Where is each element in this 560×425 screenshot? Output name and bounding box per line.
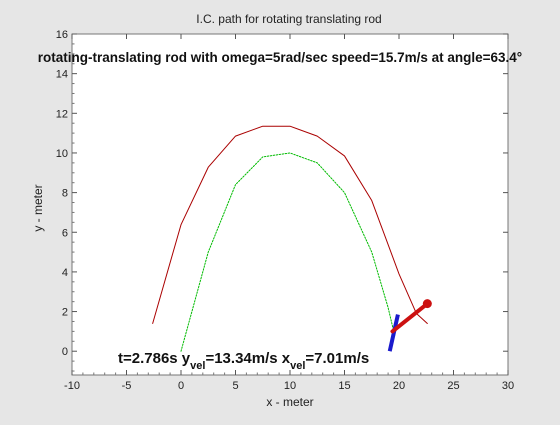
x-tick-label: 10 bbox=[284, 380, 296, 392]
rod bbox=[390, 301, 430, 334]
x-tick-label: 20 bbox=[393, 380, 405, 392]
annotation-xvel-value: =7.01m/s bbox=[305, 350, 369, 367]
chart-title: I.C. path for rotating translating rod bbox=[196, 12, 381, 26]
x-tick-label: -5 bbox=[122, 380, 132, 392]
motion-annotation: t=2.786s yvel=13.34m/s xvel=7.01m/s bbox=[118, 350, 369, 372]
y-tick-label: 6 bbox=[62, 227, 68, 239]
x-tick-label: 25 bbox=[447, 380, 459, 392]
annotation-yvel-subscript: vel bbox=[190, 360, 205, 372]
rod-end-marker bbox=[422, 299, 432, 309]
y-axis-label: y - meter bbox=[31, 184, 45, 231]
y-tick-label: 0 bbox=[62, 346, 68, 358]
annotation-time-yvel-label: t=2.786s y bbox=[118, 350, 191, 367]
y-tick-label: 10 bbox=[56, 148, 68, 160]
y-tick-label: 4 bbox=[62, 267, 68, 279]
y-tick-label: 2 bbox=[62, 307, 68, 319]
x-tick-label: -10 bbox=[64, 380, 80, 392]
y-tick-label: 12 bbox=[56, 108, 68, 120]
series-line-1 bbox=[152, 125, 428, 324]
x-tick-label: 15 bbox=[338, 380, 350, 392]
x-tick-labels: -10 -5 0 5 10 15 20 25 30 bbox=[64, 380, 514, 392]
x-tick-label: 30 bbox=[502, 380, 514, 392]
chart-subtitle: rotating-translating rod with omega=5rad… bbox=[38, 50, 522, 65]
y-tick-label: 16 bbox=[56, 29, 68, 41]
x-tick-label: 0 bbox=[178, 380, 184, 392]
rod-layer bbox=[387, 299, 432, 352]
x-axis-label: x - meter bbox=[266, 395, 313, 409]
plot-area bbox=[71, 33, 509, 376]
velocity-marker bbox=[387, 314, 400, 352]
y-tick-label: 8 bbox=[62, 188, 68, 200]
y-tick-label: 14 bbox=[56, 69, 68, 81]
x-tick-label: 5 bbox=[232, 380, 238, 392]
series-line-2 bbox=[180, 152, 396, 352]
axis-ticks bbox=[71, 33, 509, 375]
annotation-xvel-subscript: vel bbox=[290, 360, 305, 372]
annotation-yvel-value-xvel-label: =13.34m/s x bbox=[205, 350, 290, 367]
series-layer bbox=[152, 125, 428, 352]
y-tick-labels: 0 2 4 6 8 10 12 14 16 bbox=[56, 29, 68, 358]
